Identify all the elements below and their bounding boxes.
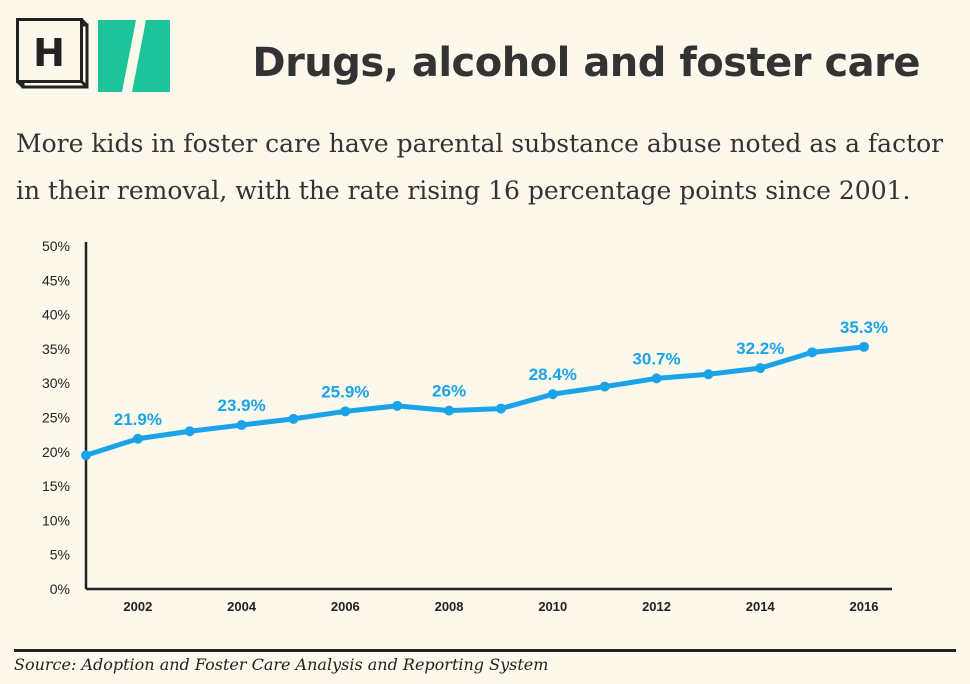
data-point (392, 400, 403, 411)
logo-letter: H (33, 31, 65, 75)
data-point (651, 373, 662, 384)
y-tick-label: 30% (42, 375, 70, 391)
data-label: 26% (432, 382, 466, 401)
x-tick-label: 2010 (538, 599, 567, 614)
chart-subtitle: More kids in foster care have parental s… (16, 129, 944, 205)
x-tick-label: 2008 (435, 599, 464, 614)
data-label: 32.2% (736, 339, 784, 358)
y-tick-label: 50% (42, 238, 70, 254)
data-point (807, 347, 818, 358)
data-label: 21.9% (114, 410, 162, 429)
x-tick-label: 2012 (642, 599, 671, 614)
footer-divider (14, 649, 956, 652)
x-tick-label: 2004 (227, 599, 257, 614)
data-point (495, 403, 506, 414)
data-label: 30.7% (632, 349, 680, 368)
data-point (184, 426, 195, 437)
series-line (83, 344, 867, 458)
data-point (340, 406, 351, 417)
data-point (755, 363, 766, 374)
data-point (547, 389, 558, 400)
data-label: 35.3% (840, 318, 888, 337)
y-tick-label: 10% (42, 512, 70, 528)
line-chart: 0% 5% 10% 15% 20% 25% 30% 35% 40% 45% 50% 2002 2004 2… (42, 238, 892, 614)
huffpost-logo: H (16, 18, 170, 92)
y-tick-label: 35% (42, 341, 70, 357)
data-point (132, 433, 143, 444)
chart-title: Drugs, alcohol and foster care (252, 40, 920, 86)
data-point (236, 420, 247, 431)
data-point (703, 369, 714, 380)
y-tick-label: 5% (50, 547, 70, 563)
y-tick-label: 25% (42, 410, 70, 426)
data-label: 28.4% (529, 365, 577, 384)
data-label: 25.9% (321, 382, 369, 401)
x-tick-label: 2006 (331, 599, 360, 614)
data-point (81, 450, 91, 461)
data-point (599, 381, 610, 392)
x-tick-label: 2014 (746, 599, 776, 614)
source-note: Source: Adoption and Foster Care Analysi… (14, 655, 549, 674)
y-tick-label: 20% (42, 444, 70, 460)
data-point (288, 413, 299, 424)
data-point (859, 341, 869, 352)
x-tick-label: 2016 (850, 599, 879, 614)
y-tick-label: 40% (42, 307, 70, 323)
data-label: 23.9% (217, 396, 265, 415)
y-tick-label: 0% (50, 581, 70, 597)
y-tick-label: 45% (42, 272, 70, 288)
x-tick-label: 2002 (123, 599, 152, 614)
y-tick-label: 15% (42, 478, 70, 494)
data-point (444, 405, 455, 416)
